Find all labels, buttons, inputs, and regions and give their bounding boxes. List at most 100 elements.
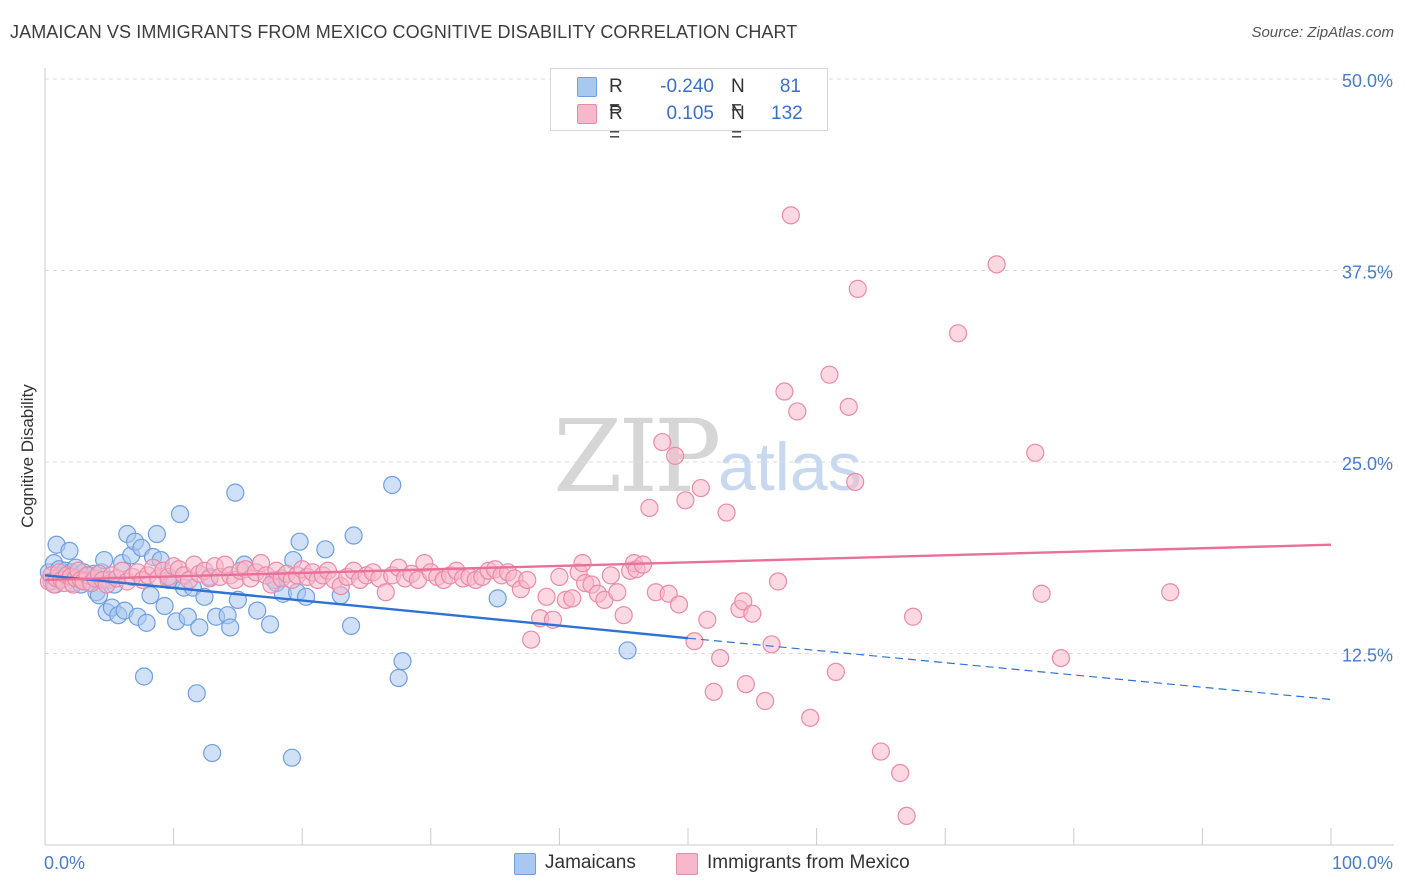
- legend-n-label: N =: [731, 76, 745, 119]
- jamaican-point: [248, 601, 267, 620]
- mexico-point: [788, 402, 807, 421]
- jamaican-point: [141, 586, 160, 605]
- mexico-point: [756, 691, 775, 711]
- legend-n-value: 132: [771, 103, 803, 124]
- jamaican-point: [260, 615, 280, 634]
- mexico-point: [676, 491, 695, 510]
- mexico-point: [550, 567, 569, 587]
- mexico-point: [734, 592, 753, 611]
- mexico-point: [903, 607, 923, 626]
- mexico-point: [537, 587, 556, 606]
- watermark-zip: ZIP: [553, 398, 721, 515]
- mexico-point: [871, 742, 891, 761]
- mexico-point: [563, 589, 582, 608]
- mexico-point: [801, 708, 820, 727]
- x-tick-label: 100.0%: [1332, 853, 1393, 873]
- jamaican-point: [170, 504, 190, 524]
- mexico-point: [775, 382, 794, 401]
- jamaican-point: [137, 613, 156, 632]
- mexico-point: [691, 478, 710, 498]
- mexico-point: [614, 606, 633, 625]
- bottom-legend-label-mexico: Immigrants from Mexico: [707, 852, 910, 873]
- jamaican-trend-line-extension: [687, 637, 1332, 701]
- mexico-point: [376, 583, 395, 602]
- jamaican-point: [344, 526, 363, 545]
- mexico-point: [948, 324, 968, 343]
- x-tick-label: 0.0%: [44, 853, 85, 873]
- correlation-legend: R = -0.240 N = 81 R = 0.105 N = 132: [550, 68, 828, 146]
- jamaican-point: [147, 524, 166, 544]
- jamaican-point: [393, 652, 412, 671]
- mexico-point: [704, 682, 723, 701]
- jamaican-point: [383, 475, 402, 495]
- mexico-point: [1161, 583, 1180, 602]
- y-tick-label: 25.0%: [1342, 454, 1393, 474]
- watermark-atlas: atlas: [718, 429, 862, 505]
- jamaican-point: [389, 668, 408, 688]
- mexico-point: [653, 432, 672, 452]
- chart-title: JAMAICAN VS IMMIGRANTS FROM MEXICO COGNI…: [10, 22, 798, 42]
- y-tick-label: 37.5%: [1342, 263, 1393, 283]
- mexico-point: [1051, 648, 1071, 668]
- mexico-point: [743, 604, 762, 623]
- y-tick-label: 12.5%: [1342, 646, 1393, 666]
- mexico-point: [711, 648, 730, 668]
- jamaican-point: [618, 641, 637, 660]
- jamaican-point: [290, 532, 309, 551]
- mexico-point: [522, 630, 541, 649]
- jamaican-point: [60, 541, 79, 560]
- jamaican-point: [178, 607, 197, 626]
- legend-swatch-jamaicans: [577, 77, 597, 97]
- bottom-legend-label-jamaicans: Jamaicans: [545, 852, 636, 873]
- jamaican-point: [134, 667, 154, 686]
- jamaican-point: [155, 596, 174, 616]
- mexico-point: [601, 566, 620, 585]
- legend-r-value: 0.105: [666, 103, 714, 124]
- mexico-trend-line: [44, 543, 1332, 582]
- mexico-point: [698, 610, 717, 629]
- mexico-point: [666, 446, 685, 465]
- mexico-point: [848, 279, 867, 298]
- mexico-point: [573, 554, 592, 573]
- mexico-point: [717, 503, 736, 522]
- jamaican-point: [187, 684, 206, 703]
- y-tick-label: 50.0%: [1342, 71, 1393, 91]
- legend-swatch-mexico: [577, 104, 597, 124]
- mexico-point: [987, 255, 1006, 274]
- jamaican-point: [221, 618, 240, 637]
- mexico-point: [669, 595, 689, 614]
- jamaican-point: [488, 589, 507, 608]
- mexico-point: [820, 365, 839, 384]
- mexico-point: [846, 472, 865, 492]
- mexico-point: [897, 806, 916, 825]
- mexico-point: [768, 572, 788, 591]
- jamaican-point: [341, 616, 361, 636]
- mexico-point: [1026, 443, 1045, 462]
- bottom-legend-swatch-jamaicans: [514, 853, 536, 875]
- legend-r-value: -0.240: [660, 76, 714, 97]
- mexico-point: [640, 498, 659, 518]
- legend-r-label: R =: [609, 103, 623, 146]
- jamaican-point: [190, 618, 209, 637]
- mexico-point: [891, 763, 910, 783]
- jamaican-point: [203, 743, 222, 763]
- mexico-point: [685, 632, 704, 651]
- mexico-point: [826, 662, 845, 681]
- jamaican-point: [296, 587, 316, 606]
- bottom-legend-swatch-mexico: [676, 853, 698, 875]
- mexico-point: [736, 675, 755, 694]
- mexico-point: [781, 206, 800, 225]
- jamaican-trend-line: [44, 574, 689, 640]
- mexico-point: [518, 570, 537, 590]
- mexico-point: [839, 397, 858, 416]
- legend-r-label: R =: [609, 76, 623, 119]
- legend-n-value: 81: [779, 76, 801, 97]
- jamaican-point: [226, 483, 245, 502]
- jamaican-point: [316, 540, 335, 559]
- mexico-point: [608, 583, 627, 602]
- mexico-point: [1032, 584, 1051, 603]
- jamaican-point: [282, 748, 302, 767]
- legend-n-label: N =: [731, 103, 745, 146]
- source-label: Source: ZipAtlas.com: [1251, 24, 1394, 41]
